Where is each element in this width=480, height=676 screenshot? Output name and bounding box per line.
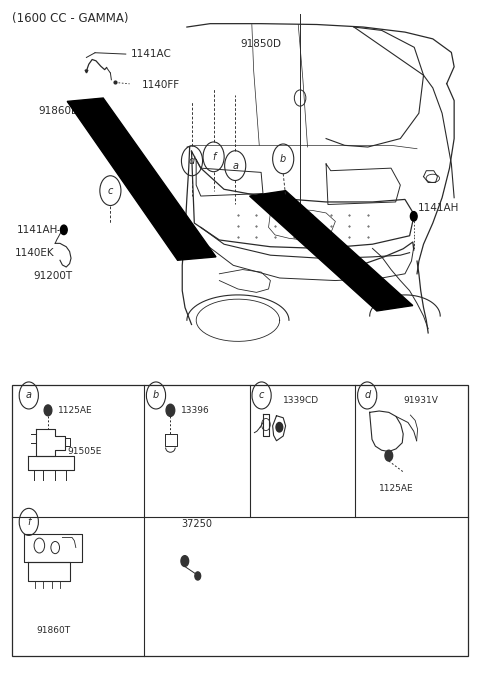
Text: 1141AH: 1141AH <box>418 203 459 212</box>
Text: a: a <box>232 161 238 170</box>
Text: c: c <box>259 391 264 400</box>
Text: 91860T: 91860T <box>36 625 70 635</box>
Circle shape <box>166 404 175 416</box>
Text: 1140FF: 1140FF <box>142 80 180 90</box>
Text: 1141AH: 1141AH <box>17 225 58 235</box>
Text: 1141AC: 1141AC <box>131 49 171 59</box>
Circle shape <box>195 572 201 580</box>
Text: (1600 CC - GAMMA): (1600 CC - GAMMA) <box>12 12 129 25</box>
Text: 91505E: 91505E <box>67 447 102 456</box>
Polygon shape <box>250 191 413 311</box>
Circle shape <box>44 405 52 416</box>
Circle shape <box>410 212 417 221</box>
Text: 91931V: 91931V <box>403 396 438 406</box>
Text: c: c <box>108 186 113 195</box>
Text: 91850D: 91850D <box>240 39 281 49</box>
Text: f: f <box>212 152 216 162</box>
Text: f: f <box>27 517 31 527</box>
Text: 91200T: 91200T <box>34 271 73 281</box>
Circle shape <box>276 422 283 432</box>
Circle shape <box>181 556 189 566</box>
Text: a: a <box>26 391 32 400</box>
Text: b: b <box>153 391 159 400</box>
Text: 13396: 13396 <box>181 406 210 415</box>
Text: d: d <box>364 391 371 400</box>
Text: 91860E: 91860E <box>38 106 78 116</box>
Text: 1125AE: 1125AE <box>58 406 92 415</box>
Circle shape <box>60 225 67 235</box>
Text: 37250: 37250 <box>181 519 212 529</box>
Bar <box>12 385 468 656</box>
Circle shape <box>385 450 393 461</box>
Text: 1339CD: 1339CD <box>283 396 319 406</box>
Polygon shape <box>67 98 216 260</box>
Text: 1140EK: 1140EK <box>14 249 54 258</box>
Text: 1125AE: 1125AE <box>379 483 414 493</box>
Text: d: d <box>189 156 195 166</box>
Text: b: b <box>280 154 287 164</box>
